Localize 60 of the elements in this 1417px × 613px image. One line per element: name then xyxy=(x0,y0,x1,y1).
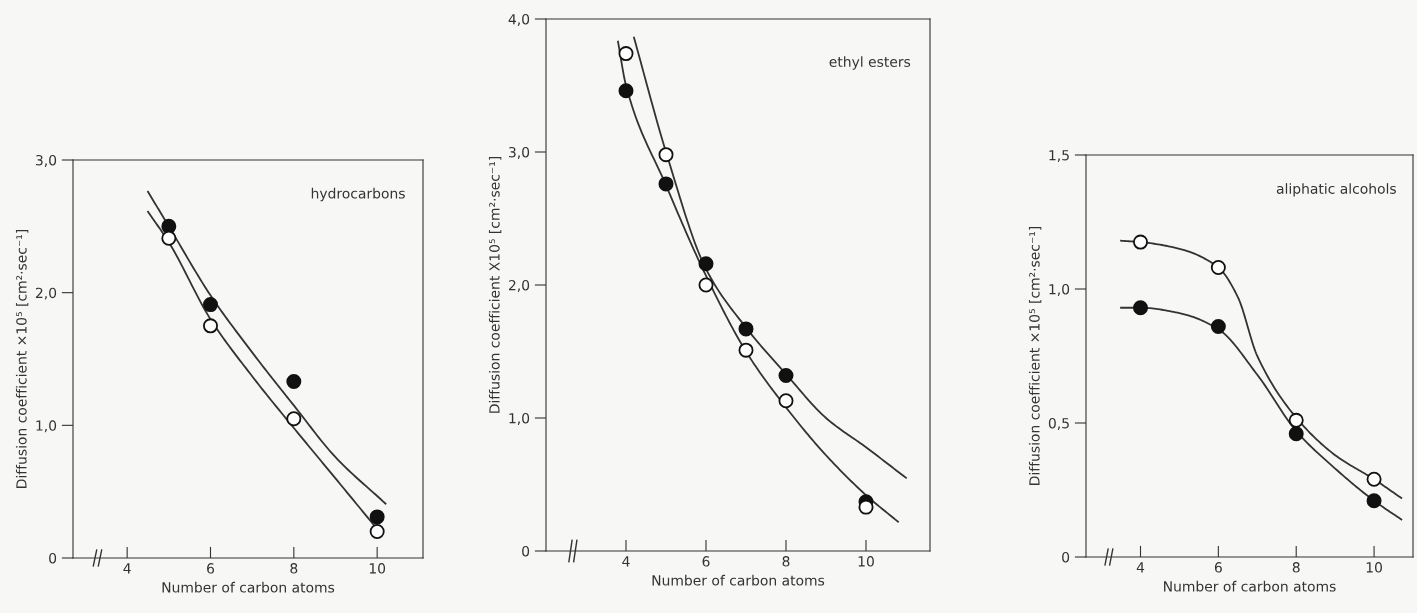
x-tick-label: 10 xyxy=(1366,562,1382,573)
y-tick-label: 0 xyxy=(49,552,57,564)
x-tick-label: 8 xyxy=(1292,562,1300,573)
point xyxy=(1210,260,1226,276)
point xyxy=(1366,493,1382,509)
x-tick-label: 10 xyxy=(369,563,386,574)
y-tick-label: 3,0 xyxy=(36,154,57,167)
y-tick-label: 1,0 xyxy=(36,420,57,433)
x-tick-label: 8 xyxy=(290,563,298,574)
y-axis-title: Diffusion coefficient ×10⁵ [cm²·sec⁻¹] xyxy=(15,229,29,488)
y-tick-label: 1,5 xyxy=(1049,150,1069,162)
point xyxy=(658,147,674,163)
point xyxy=(1133,234,1148,250)
y-tick-label: 2,0 xyxy=(508,279,530,292)
point xyxy=(1288,412,1304,428)
point xyxy=(658,176,674,192)
x-tick-label: 6 xyxy=(207,563,215,574)
x-tick-label: 8 xyxy=(782,556,790,567)
x-tick-label: 4 xyxy=(622,556,630,567)
point xyxy=(369,509,385,525)
point xyxy=(286,411,302,427)
point xyxy=(738,321,754,337)
x-axis-title: Number of carbon atoms xyxy=(1164,580,1336,592)
point xyxy=(286,374,302,390)
point xyxy=(161,230,177,246)
point xyxy=(698,256,714,272)
point xyxy=(203,318,218,334)
x-axis-title: Number of carbon atoms xyxy=(652,574,825,586)
y-tick-label: 0,5 xyxy=(1048,417,1069,430)
annotation: ethyl esters xyxy=(829,56,911,70)
y-tick-label: 1,0 xyxy=(1049,283,1070,296)
point xyxy=(1288,426,1304,442)
x-tick-label: 6 xyxy=(1214,562,1222,573)
annotation: aliphatic alcohols xyxy=(1276,183,1396,197)
annotation: hydrocarbons xyxy=(311,187,405,202)
x-tick-label: 4 xyxy=(123,563,131,574)
point xyxy=(1133,300,1148,316)
y-tick-label: 0 xyxy=(522,545,530,557)
point xyxy=(778,367,794,383)
point xyxy=(1210,319,1226,335)
y-tick-label: 3,0 xyxy=(509,146,530,159)
y-axis-title: Diffusion coefficient X10⁵ [cm²·sec⁻¹] xyxy=(488,156,502,413)
x-tick-label: 4 xyxy=(1136,562,1145,573)
y-tick-label: 2,0 xyxy=(35,287,57,300)
point xyxy=(618,46,634,62)
point xyxy=(858,499,874,515)
y-tick-label: 0 xyxy=(1062,551,1070,563)
point xyxy=(618,83,634,99)
point xyxy=(778,393,794,409)
point xyxy=(1366,471,1382,487)
x-axis-title: Number of carbon atoms xyxy=(162,581,335,593)
point xyxy=(369,523,385,539)
point xyxy=(738,342,754,358)
x-tick-label: 6 xyxy=(702,556,710,567)
y-tick-label: 4,0 xyxy=(508,13,530,26)
point xyxy=(203,297,218,313)
x-tick-label: 10 xyxy=(858,556,874,567)
y-tick-label: 1,0 xyxy=(509,412,530,425)
y-axis-title: Diffusion coefficient ×10⁵ [cm²·sec⁻¹] xyxy=(1028,226,1042,485)
point xyxy=(698,277,714,293)
